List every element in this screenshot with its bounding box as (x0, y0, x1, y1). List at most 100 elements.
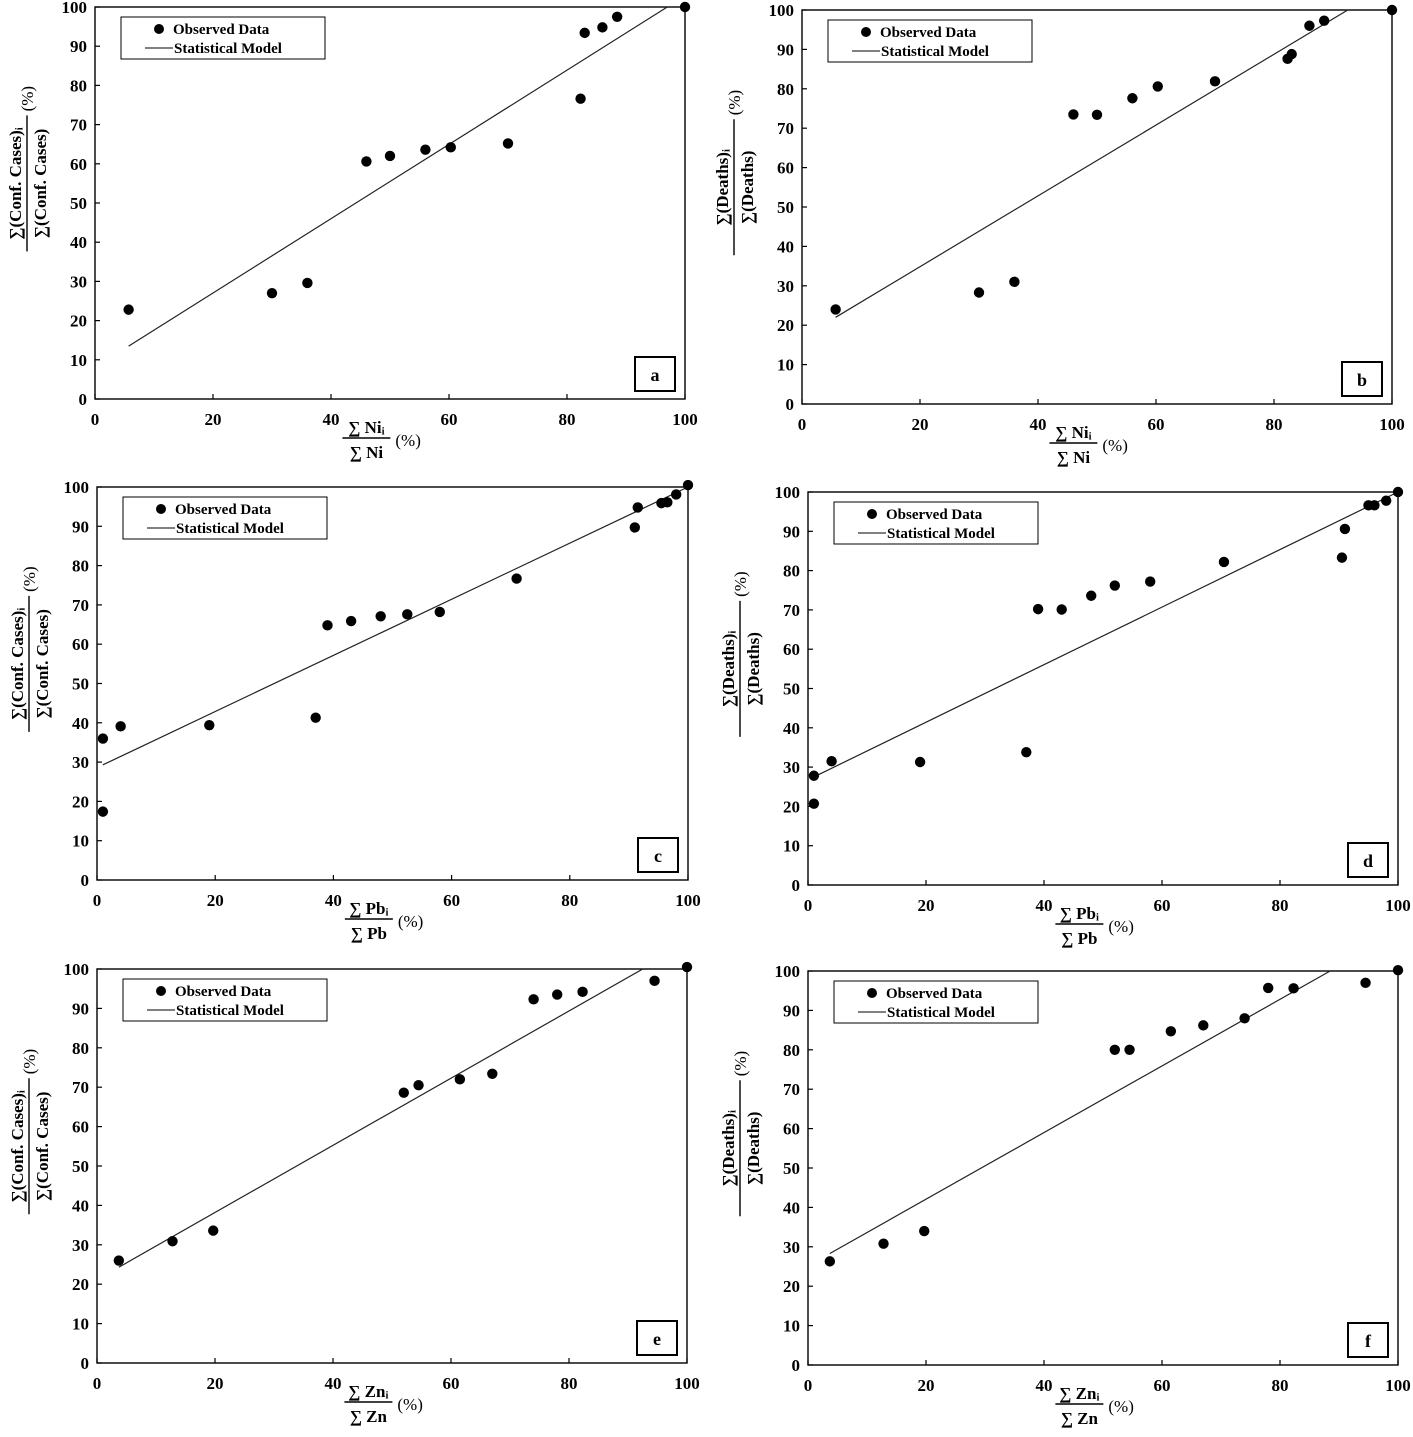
legend-marker-observed (154, 24, 164, 34)
observed-data-point (413, 1080, 424, 1091)
y-axis-label-unit: (%) (20, 566, 39, 591)
legend-label-model: Statistical Model (174, 41, 282, 57)
chart-panel-d: 0 10 20 30 40 50 60 70 80 90 100 0 20 40 60 80 100 Observ… (719, 483, 1411, 948)
observed-data-point (579, 27, 590, 39)
x-tick-label: 60 (1148, 415, 1165, 434)
x-tick-label: 80 (561, 1374, 578, 1393)
x-tick-label: 100 (672, 410, 698, 429)
x-tick-label: 20 (918, 1376, 935, 1395)
y-tick-label: 50 (72, 675, 89, 694)
y-tick-label: 80 (783, 562, 800, 581)
y-tick-label: 30 (777, 277, 794, 296)
observed-data-point (597, 22, 608, 33)
plot-frame (96, 486, 689, 881)
y-tick-label: 70 (783, 1080, 800, 1099)
y-tick-label: 60 (777, 159, 794, 178)
x-tick-label: 0 (91, 410, 100, 429)
legend: Observed Data Statistical Model (833, 501, 1039, 545)
y-axis-label-denominator: ∑(Deaths) (744, 1112, 763, 1186)
plot-frame (94, 6, 686, 400)
legend-label-model: Statistical Model (887, 1005, 995, 1021)
observed-data-point (1124, 1044, 1135, 1056)
observed-data-point (115, 721, 126, 732)
legend: Observed Data Statistical Model (122, 978, 328, 1022)
y-tick-label: 60 (783, 640, 800, 659)
x-axis-label-unit: (%) (395, 431, 420, 450)
legend-box (122, 496, 328, 540)
y-tick-label: 30 (783, 758, 800, 777)
chart-panel-f: 0 10 20 30 40 50 60 70 80 90 100 0 20 40 60 80 100 Observ… (719, 962, 1411, 1428)
model-line (813, 491, 1399, 778)
y-axis-label-numerator: ∑(Deaths)ᵢ (719, 1110, 738, 1187)
panel-label-box (1347, 842, 1389, 878)
panel-label-box (636, 1320, 678, 1356)
y-axis-label-unit: (%) (725, 90, 744, 115)
observed-data-point (434, 606, 445, 618)
x-tick-label: 60 (441, 410, 458, 429)
y-axis-label-unit: (%) (731, 1051, 750, 1076)
observed-data-point (1339, 523, 1351, 535)
observed-data-point (1021, 746, 1032, 758)
y-tick-label: 60 (783, 1120, 800, 1139)
observed-data-point (830, 304, 841, 315)
x-axis-label-denominator: ∑ Ni (1057, 448, 1091, 467)
x-axis-label-numerator: ∑ Znᵢ (348, 1382, 388, 1401)
observed-data-point (682, 479, 694, 491)
observed-data-point (1086, 590, 1097, 601)
y-axis-label: ∑(Deaths)ᵢ ∑(Deaths) (%) (719, 1051, 763, 1217)
panel-label-box (1341, 361, 1383, 397)
x-tick-label: 20 (207, 891, 224, 910)
y-tick-label: 10 (783, 837, 800, 856)
plot-frame (807, 970, 1399, 1366)
y-tick-label: 40 (70, 233, 87, 252)
observed-data-point (1056, 604, 1067, 615)
observed-data-point (575, 93, 586, 104)
y-tick-label: 90 (783, 1001, 800, 1020)
observed-data-point (454, 1074, 466, 1085)
y-tick-label: 100 (62, 0, 88, 17)
y-axis-label-denominator: ∑(Conf. Cases) (33, 609, 52, 718)
observed-data-point (1286, 48, 1297, 60)
x-axis-label-unit: (%) (398, 912, 423, 931)
x-tick-label: 40 (323, 410, 340, 429)
x-tick-label: 40 (325, 1374, 342, 1393)
observed-data-point (1152, 81, 1163, 92)
y-tick-label: 0 (792, 1356, 801, 1375)
chart-panel-e: 0 10 20 30 40 50 60 70 80 90 100 0 20 40 60 80 100 Observ… (8, 960, 700, 1426)
y-tick-label: 20 (783, 797, 800, 816)
legend-box (833, 501, 1039, 545)
observed-data-point (826, 756, 837, 767)
observed-data-point (402, 609, 413, 620)
panel-label: c (654, 846, 662, 866)
legend-label-model: Statistical Model (176, 1003, 284, 1019)
x-axis-label-denominator: ∑ Pb (1061, 929, 1097, 948)
y-tick-label: 100 (64, 960, 90, 979)
observed-data-point (1318, 15, 1330, 26)
legend-marker-observed (867, 509, 877, 519)
observed-data-point (398, 1087, 409, 1098)
y-tick-label: 30 (783, 1238, 800, 1257)
legend-marker-observed (156, 986, 166, 996)
observed-data-point (1288, 983, 1299, 994)
x-axis-label-numerator: ∑ Znᵢ (1059, 1384, 1099, 1403)
observed-data-point (167, 1236, 178, 1247)
y-tick-label: 90 (72, 517, 89, 536)
observed-data-point (611, 11, 623, 22)
y-tick-label: 0 (792, 876, 801, 895)
x-tick-label: 60 (1154, 896, 1171, 915)
x-tick-label: 20 (207, 1374, 224, 1393)
observed-data-point (1009, 276, 1020, 288)
observed-data-point (1218, 556, 1230, 568)
y-tick-label: 0 (81, 871, 90, 890)
y-tick-label: 90 (72, 999, 89, 1018)
y-tick-label: 50 (783, 1159, 800, 1178)
y-axis-label-numerator: ∑(Conf. Cases)ᵢ (8, 1090, 27, 1202)
model-line (102, 486, 689, 766)
y-axis-label: ∑(Deaths)ᵢ ∑(Deaths) (%) (713, 90, 757, 256)
x-tick-label: 100 (1379, 415, 1405, 434)
observed-data-point (310, 712, 321, 723)
observed-data-point (1239, 1013, 1250, 1024)
y-tick-label: 10 (783, 1317, 800, 1336)
observed-data-point (487, 1068, 498, 1080)
x-tick-label: 40 (1036, 1376, 1053, 1395)
